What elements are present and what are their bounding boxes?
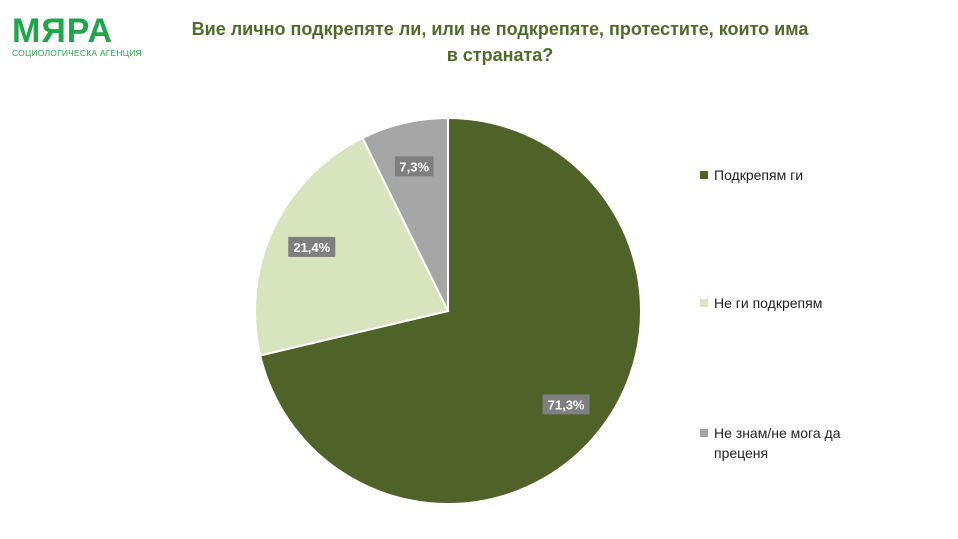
- legend-label: Не знам/не мога да преценя: [714, 425, 841, 461]
- data-label: 7,3%: [394, 156, 434, 177]
- data-label-text: 21,4%: [293, 240, 330, 255]
- brand-logo: МЯРА СОЦИОЛОГИЧЕСКА АГЕНЦИЯ: [12, 14, 142, 58]
- legend-label: Не ги подкрепям: [714, 295, 823, 311]
- slice-does-not-support: [254, 136, 450, 357]
- chart-title-line-2: в страната?: [446, 45, 554, 65]
- data-label-box: [542, 394, 590, 415]
- legend-swatch: [700, 171, 708, 179]
- legend-swatch: [700, 429, 708, 437]
- data-label: 71,3%: [542, 394, 590, 415]
- legend-swatch: [700, 299, 708, 307]
- data-label-text: 71,3%: [548, 397, 585, 412]
- data-label-text: 7,3%: [399, 159, 429, 174]
- logo-wordmark: МЯРА: [12, 12, 114, 50]
- data-label: 21,4%: [288, 236, 336, 257]
- chart-title-line-1: Вие лично подкрепяте ли, или не подкрепя…: [191, 19, 809, 39]
- data-label-box: [288, 236, 336, 257]
- chart-title: Вие лично подкрепяте ли, или не подкрепя…: [150, 16, 850, 68]
- legend-label: Подкрепям ги: [714, 167, 804, 183]
- data-label-box: [394, 156, 434, 177]
- logo-subtitle: СОЦИОЛОГИЧЕСКА АГЕНЦИЯ: [12, 48, 142, 58]
